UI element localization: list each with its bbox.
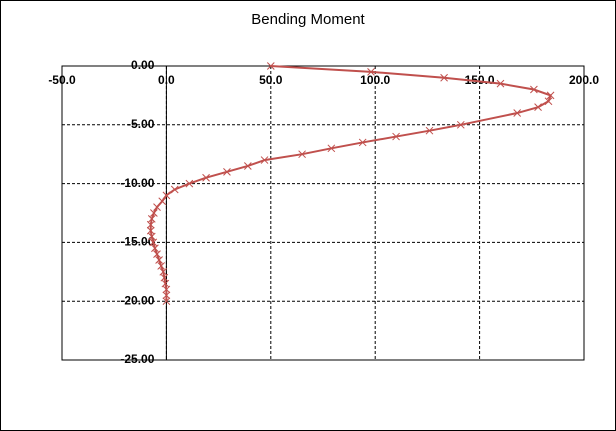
marker — [153, 203, 161, 211]
marker — [162, 285, 171, 294]
marker — [440, 73, 448, 82]
marker — [544, 97, 553, 106]
marker — [149, 238, 158, 247]
marker — [243, 162, 252, 170]
marker — [223, 167, 231, 176]
chart-title: Bending Moment — [251, 11, 365, 28]
data-line — [149, 65, 552, 302]
marker — [266, 62, 275, 70]
marker — [155, 256, 163, 264]
marker — [513, 109, 522, 117]
y-tick-label: -5.00 — [127, 117, 155, 131]
y-tick-label: -25.00 — [120, 352, 154, 366]
marker — [162, 191, 171, 200]
x-tick-label: 100.0 — [360, 73, 390, 87]
y-tick-label: -15.00 — [120, 235, 154, 249]
marker — [327, 144, 336, 153]
marker — [157, 262, 166, 270]
y-tick-label: -20.00 — [120, 293, 154, 307]
marker — [392, 132, 400, 141]
marker — [496, 79, 505, 88]
marker — [170, 185, 179, 194]
marker — [298, 150, 306, 159]
marker — [358, 138, 367, 147]
x-tick-label: 150.0 — [465, 73, 495, 87]
marker — [185, 179, 194, 188]
marker — [147, 232, 156, 241]
marker — [153, 250, 161, 259]
marker — [202, 173, 210, 182]
marker — [530, 85, 538, 94]
x-tick-label: 200.0 — [569, 73, 599, 87]
marker — [260, 156, 269, 164]
marker — [534, 103, 542, 112]
marker — [546, 91, 555, 100]
marker — [425, 126, 434, 135]
marker — [162, 297, 171, 306]
marker — [146, 220, 155, 229]
x-tick-label: 50.0 — [259, 73, 283, 87]
marker — [150, 209, 158, 217]
marker — [151, 244, 159, 253]
marker — [162, 291, 171, 300]
marker — [456, 120, 465, 129]
y-tick-label: -10.00 — [120, 176, 154, 190]
y-tick-label: 0.00 — [131, 58, 155, 72]
marker — [367, 68, 375, 76]
x-tick-label: -50.0 — [48, 73, 76, 87]
